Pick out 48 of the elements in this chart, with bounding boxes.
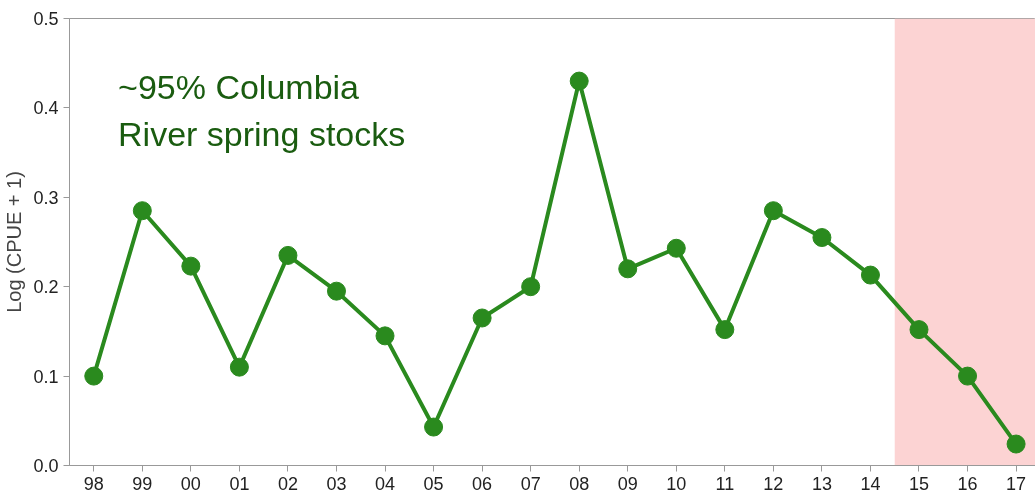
x-tick-label: 00 <box>180 473 201 492</box>
x-tick-label: 03 <box>326 473 347 492</box>
x-tick-label: 16 <box>957 473 978 492</box>
x-tick-label: 99 <box>132 473 153 492</box>
point <box>618 259 638 279</box>
point <box>229 357 249 377</box>
point <box>715 320 735 340</box>
x-tick-label: 01 <box>229 473 250 492</box>
x-tick-label: 98 <box>83 473 104 492</box>
point <box>569 71 589 91</box>
y-tick-label: 0.0 <box>33 456 59 476</box>
x-tick-label: 07 <box>520 473 541 492</box>
y-tick-label: 0.1 <box>33 366 59 387</box>
point <box>375 326 395 346</box>
x-tick-label: 06 <box>472 473 493 492</box>
point <box>958 366 978 386</box>
point <box>84 366 104 386</box>
point <box>812 228 832 248</box>
annotation: ~95% Columbia River spring stocks <box>118 67 406 154</box>
point <box>424 417 444 437</box>
y-tick-label: 0.2 <box>33 277 59 298</box>
point <box>666 238 686 258</box>
point <box>326 281 346 301</box>
x-tick-label: 13 <box>811 473 832 492</box>
y-tick-label: 0.4 <box>33 98 59 119</box>
point <box>521 277 541 297</box>
x-tick-label: 15 <box>908 473 930 492</box>
y-axis-title: Log (CPUE + 1) <box>3 171 26 313</box>
x-tick-label: 04 <box>375 473 396 492</box>
point <box>909 320 929 340</box>
point <box>278 245 298 265</box>
point <box>181 256 201 276</box>
y-tick-label: 0.3 <box>33 187 59 208</box>
x-tick-label: 08 <box>569 473 590 492</box>
x-tick-label: 09 <box>617 473 638 492</box>
x-tick-label: 14 <box>860 473 881 492</box>
point <box>1006 434 1026 454</box>
y-tick-label: 0.5 <box>33 9 59 29</box>
x-tick-label: 11 <box>715 473 735 492</box>
point <box>860 265 880 285</box>
point <box>763 201 783 221</box>
point <box>132 201 152 221</box>
x-tick-label: 05 <box>423 473 444 492</box>
x-tick-label: 02 <box>277 473 298 492</box>
point <box>472 308 492 328</box>
x-tick-label: 12 <box>763 473 784 492</box>
x-tick-label: 17 <box>1006 473 1027 492</box>
x-tick-label: 10 <box>666 473 687 492</box>
